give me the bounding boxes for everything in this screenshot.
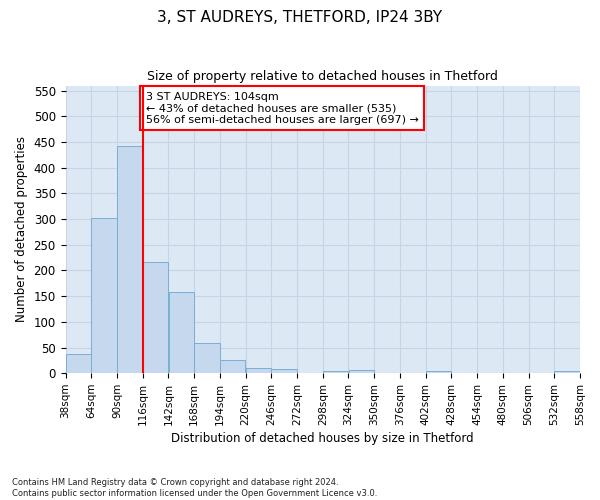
Bar <box>246 368 271 373</box>
Bar <box>220 360 245 373</box>
Bar <box>323 370 349 373</box>
Bar <box>554 370 580 373</box>
Bar <box>194 343 220 373</box>
Title: Size of property relative to detached houses in Thetford: Size of property relative to detached ho… <box>148 70 498 83</box>
Bar <box>117 146 143 373</box>
Bar <box>143 262 168 373</box>
Text: Contains HM Land Registry data © Crown copyright and database right 2024.
Contai: Contains HM Land Registry data © Crown c… <box>12 478 377 498</box>
Bar <box>426 370 451 373</box>
Bar <box>65 354 91 373</box>
Bar <box>349 370 374 373</box>
Text: 3, ST AUDREYS, THETFORD, IP24 3BY: 3, ST AUDREYS, THETFORD, IP24 3BY <box>157 10 443 25</box>
Bar <box>271 368 297 373</box>
Y-axis label: Number of detached properties: Number of detached properties <box>15 136 28 322</box>
Bar <box>169 292 194 373</box>
Text: 3 ST AUDREYS: 104sqm
← 43% of detached houses are smaller (535)
56% of semi-deta: 3 ST AUDREYS: 104sqm ← 43% of detached h… <box>146 92 419 125</box>
X-axis label: Distribution of detached houses by size in Thetford: Distribution of detached houses by size … <box>172 432 474 445</box>
Bar <box>91 218 117 373</box>
